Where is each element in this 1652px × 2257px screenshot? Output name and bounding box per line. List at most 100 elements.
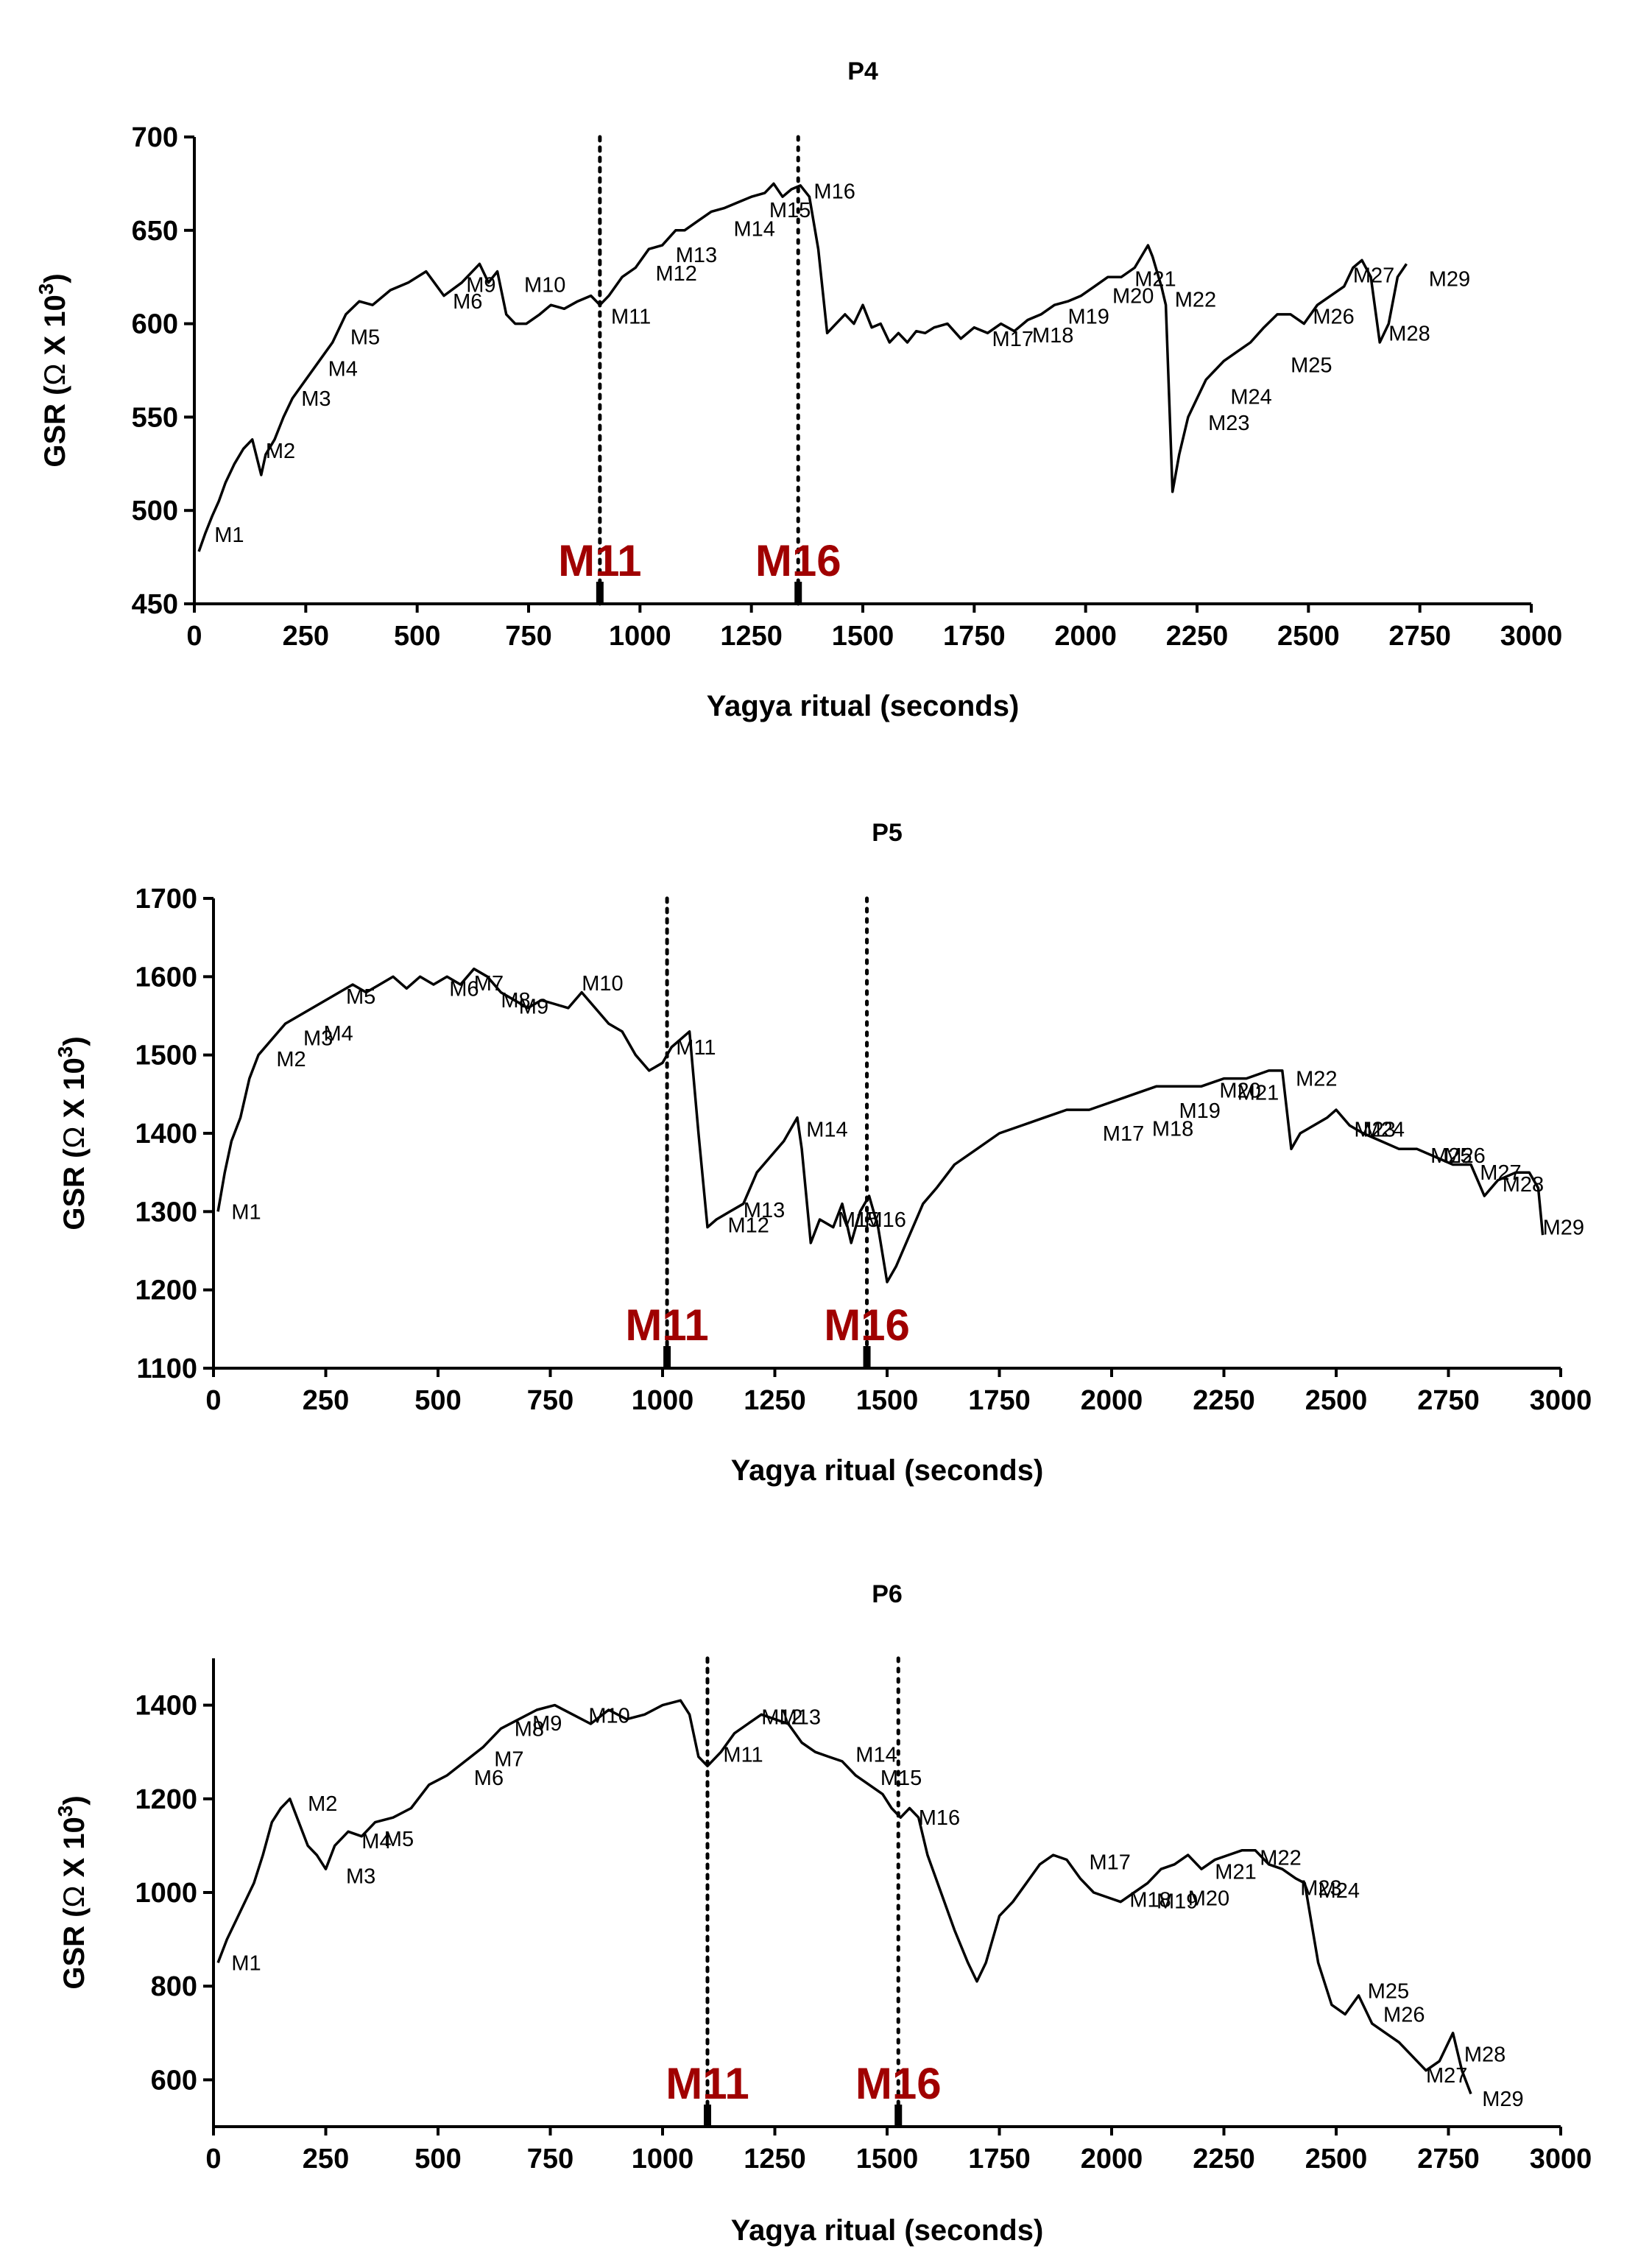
gsr-series-line (197, 182, 1408, 552)
chart-title: P6 (872, 1580, 903, 1608)
marker-label: M16 (855, 2059, 942, 2108)
y-tick-label: 700 (132, 122, 178, 153)
gsr-series-line (216, 967, 1545, 1284)
chart-title: P4 (847, 57, 878, 85)
x-tick-label: 2250 (1166, 621, 1229, 652)
mantra-annotation: M18 (1129, 1889, 1171, 1912)
y-axis-label-part: X 10 (58, 1057, 91, 1126)
mantra-annotation: M22 (1260, 1846, 1301, 1870)
mantra-annotation: M6 (449, 977, 479, 1001)
y-axis-label-part: X 10 (58, 1817, 91, 1885)
mantra-annotation: M27 (1353, 264, 1394, 288)
y-tick-label: 1000 (135, 1878, 197, 1909)
y-tick-label: 550 (132, 402, 178, 433)
mantra-annotation: M26 (1383, 2003, 1425, 2027)
mantra-annotation: M4 (361, 1830, 391, 1853)
y-axis-label-part: ) (58, 1795, 91, 1805)
mantra-annotation: M1 (231, 1200, 261, 1224)
x-tick-label: 3000 (1530, 2144, 1592, 2175)
y-tick-label: 1200 (135, 1275, 197, 1306)
mantra-annotation: M29 (1482, 2088, 1523, 2111)
marker-tick (863, 1346, 871, 1368)
mantra-annotation: M20 (1188, 1887, 1229, 1911)
x-tick-label: 250 (303, 2144, 349, 2175)
y-axis-label-part: GSR ( (39, 385, 71, 468)
x-tick-label: 750 (505, 621, 551, 652)
mantra-annotation: M13 (676, 244, 717, 267)
mantra-annotation: M7 (494, 1748, 523, 1772)
y-tick-label: 1200 (135, 1784, 197, 1815)
marker-tick (894, 2105, 903, 2127)
y-tick-label: 1500 (135, 1041, 197, 1071)
y-axis-label: GSR (Ω X 103) (35, 273, 71, 467)
mantra-annotation: M17 (992, 328, 1034, 351)
y-tick-label: 1600 (135, 962, 197, 993)
y-tick-label: 1700 (135, 884, 197, 915)
superscript-exponent: 3 (54, 1046, 77, 1058)
mantra-annotation: M21 (1134, 268, 1176, 292)
x-tick-label: 750 (527, 2144, 573, 2175)
x-axis-label: Yagya ritual (seconds) (731, 2214, 1044, 2247)
x-tick-label: 1000 (609, 621, 671, 652)
gsr-series-line (216, 1699, 1472, 2095)
mantra-annotation: M26 (1444, 1144, 1485, 1168)
mantra-annotation: M19 (1179, 1099, 1221, 1123)
x-tick-label: 250 (283, 621, 329, 652)
x-tick-label: 1750 (968, 1385, 1031, 1416)
marker-tick (596, 582, 604, 604)
omega-symbol: Ω (58, 1127, 91, 1149)
x-tick-label: 1500 (856, 2144, 919, 2175)
mantra-annotation: M25 (1430, 1144, 1472, 1168)
x-tick-label: 3000 (1500, 621, 1563, 652)
x-tick-label: 1500 (832, 621, 894, 652)
marker-label: M11 (666, 2059, 749, 2108)
marker-label: M11 (558, 536, 641, 585)
marker-label: M16 (755, 536, 841, 585)
mantra-annotation: M14 (806, 1119, 847, 1142)
y-tick-label: 600 (132, 309, 178, 340)
mantra-annotation: M15 (769, 199, 811, 222)
y-axis-label-part: ) (39, 273, 71, 283)
y-tick-label: 650 (132, 216, 178, 247)
x-tick-label: 0 (205, 2144, 221, 2175)
y-tick-label: 1300 (135, 1197, 197, 1228)
mantra-annotation: M14 (733, 217, 774, 241)
mantra-annotation: M16 (813, 180, 855, 204)
mantra-annotation: M7 (474, 972, 504, 996)
y-tick-label: 1400 (135, 1691, 197, 1722)
mantra-annotation: M15 (880, 1767, 922, 1790)
mantra-annotation: M17 (1103, 1122, 1144, 1146)
mantra-annotation: M23 (1354, 1119, 1395, 1142)
mantra-annotation: M24 (1230, 386, 1271, 409)
y-tick-label: 450 (132, 589, 178, 620)
x-axis-label: Yagya ritual (seconds) (731, 1454, 1044, 1487)
superscript-exponent: 3 (54, 1806, 77, 1817)
x-tick-label: 2750 (1417, 2144, 1480, 2175)
y-axis-label-part: X 10 (39, 295, 71, 363)
x-tick-label: 500 (414, 1385, 461, 1416)
mantra-annotation: M1 (231, 1951, 261, 1975)
mantra-annotation: M28 (1464, 2043, 1505, 2066)
mantra-annotation: M2 (276, 1048, 306, 1071)
x-tick-label: 750 (527, 1385, 573, 1416)
mantra-annotation: M16 (865, 1208, 906, 1232)
y-axis-label-part: GSR ( (58, 1907, 91, 1990)
x-tick-label: 2000 (1054, 621, 1117, 652)
y-axis-label: GSR (Ω X 103) (54, 1795, 91, 1989)
chart-panel-p6: P6 0 250 500 750 1000 1250 1500 1750 2000 2250 2500… (54, 1580, 1592, 2247)
mantra-annotation: M5 (350, 325, 380, 349)
x-tick-label: 2750 (1417, 1385, 1480, 1416)
x-tick-label: 1000 (632, 1385, 694, 1416)
mantra-annotation: M5 (346, 985, 375, 1009)
mantra-annotation: M21 (1238, 1082, 1279, 1105)
x-tick-label: 1250 (744, 2144, 806, 2175)
mantra-annotation: M14 (855, 1743, 897, 1767)
x-tick-label: 3000 (1530, 1385, 1592, 1416)
x-tick-label: 2250 (1193, 1385, 1255, 1416)
x-tick-label: 500 (394, 621, 440, 652)
mantra-annotation: M18 (1032, 324, 1073, 348)
x-tick-label: 2500 (1305, 1385, 1368, 1416)
mantra-annotation: M9 (532, 1712, 562, 1736)
mantra-annotation: M20 (1219, 1080, 1260, 1103)
y-axis-label-part: GSR ( (58, 1148, 91, 1230)
